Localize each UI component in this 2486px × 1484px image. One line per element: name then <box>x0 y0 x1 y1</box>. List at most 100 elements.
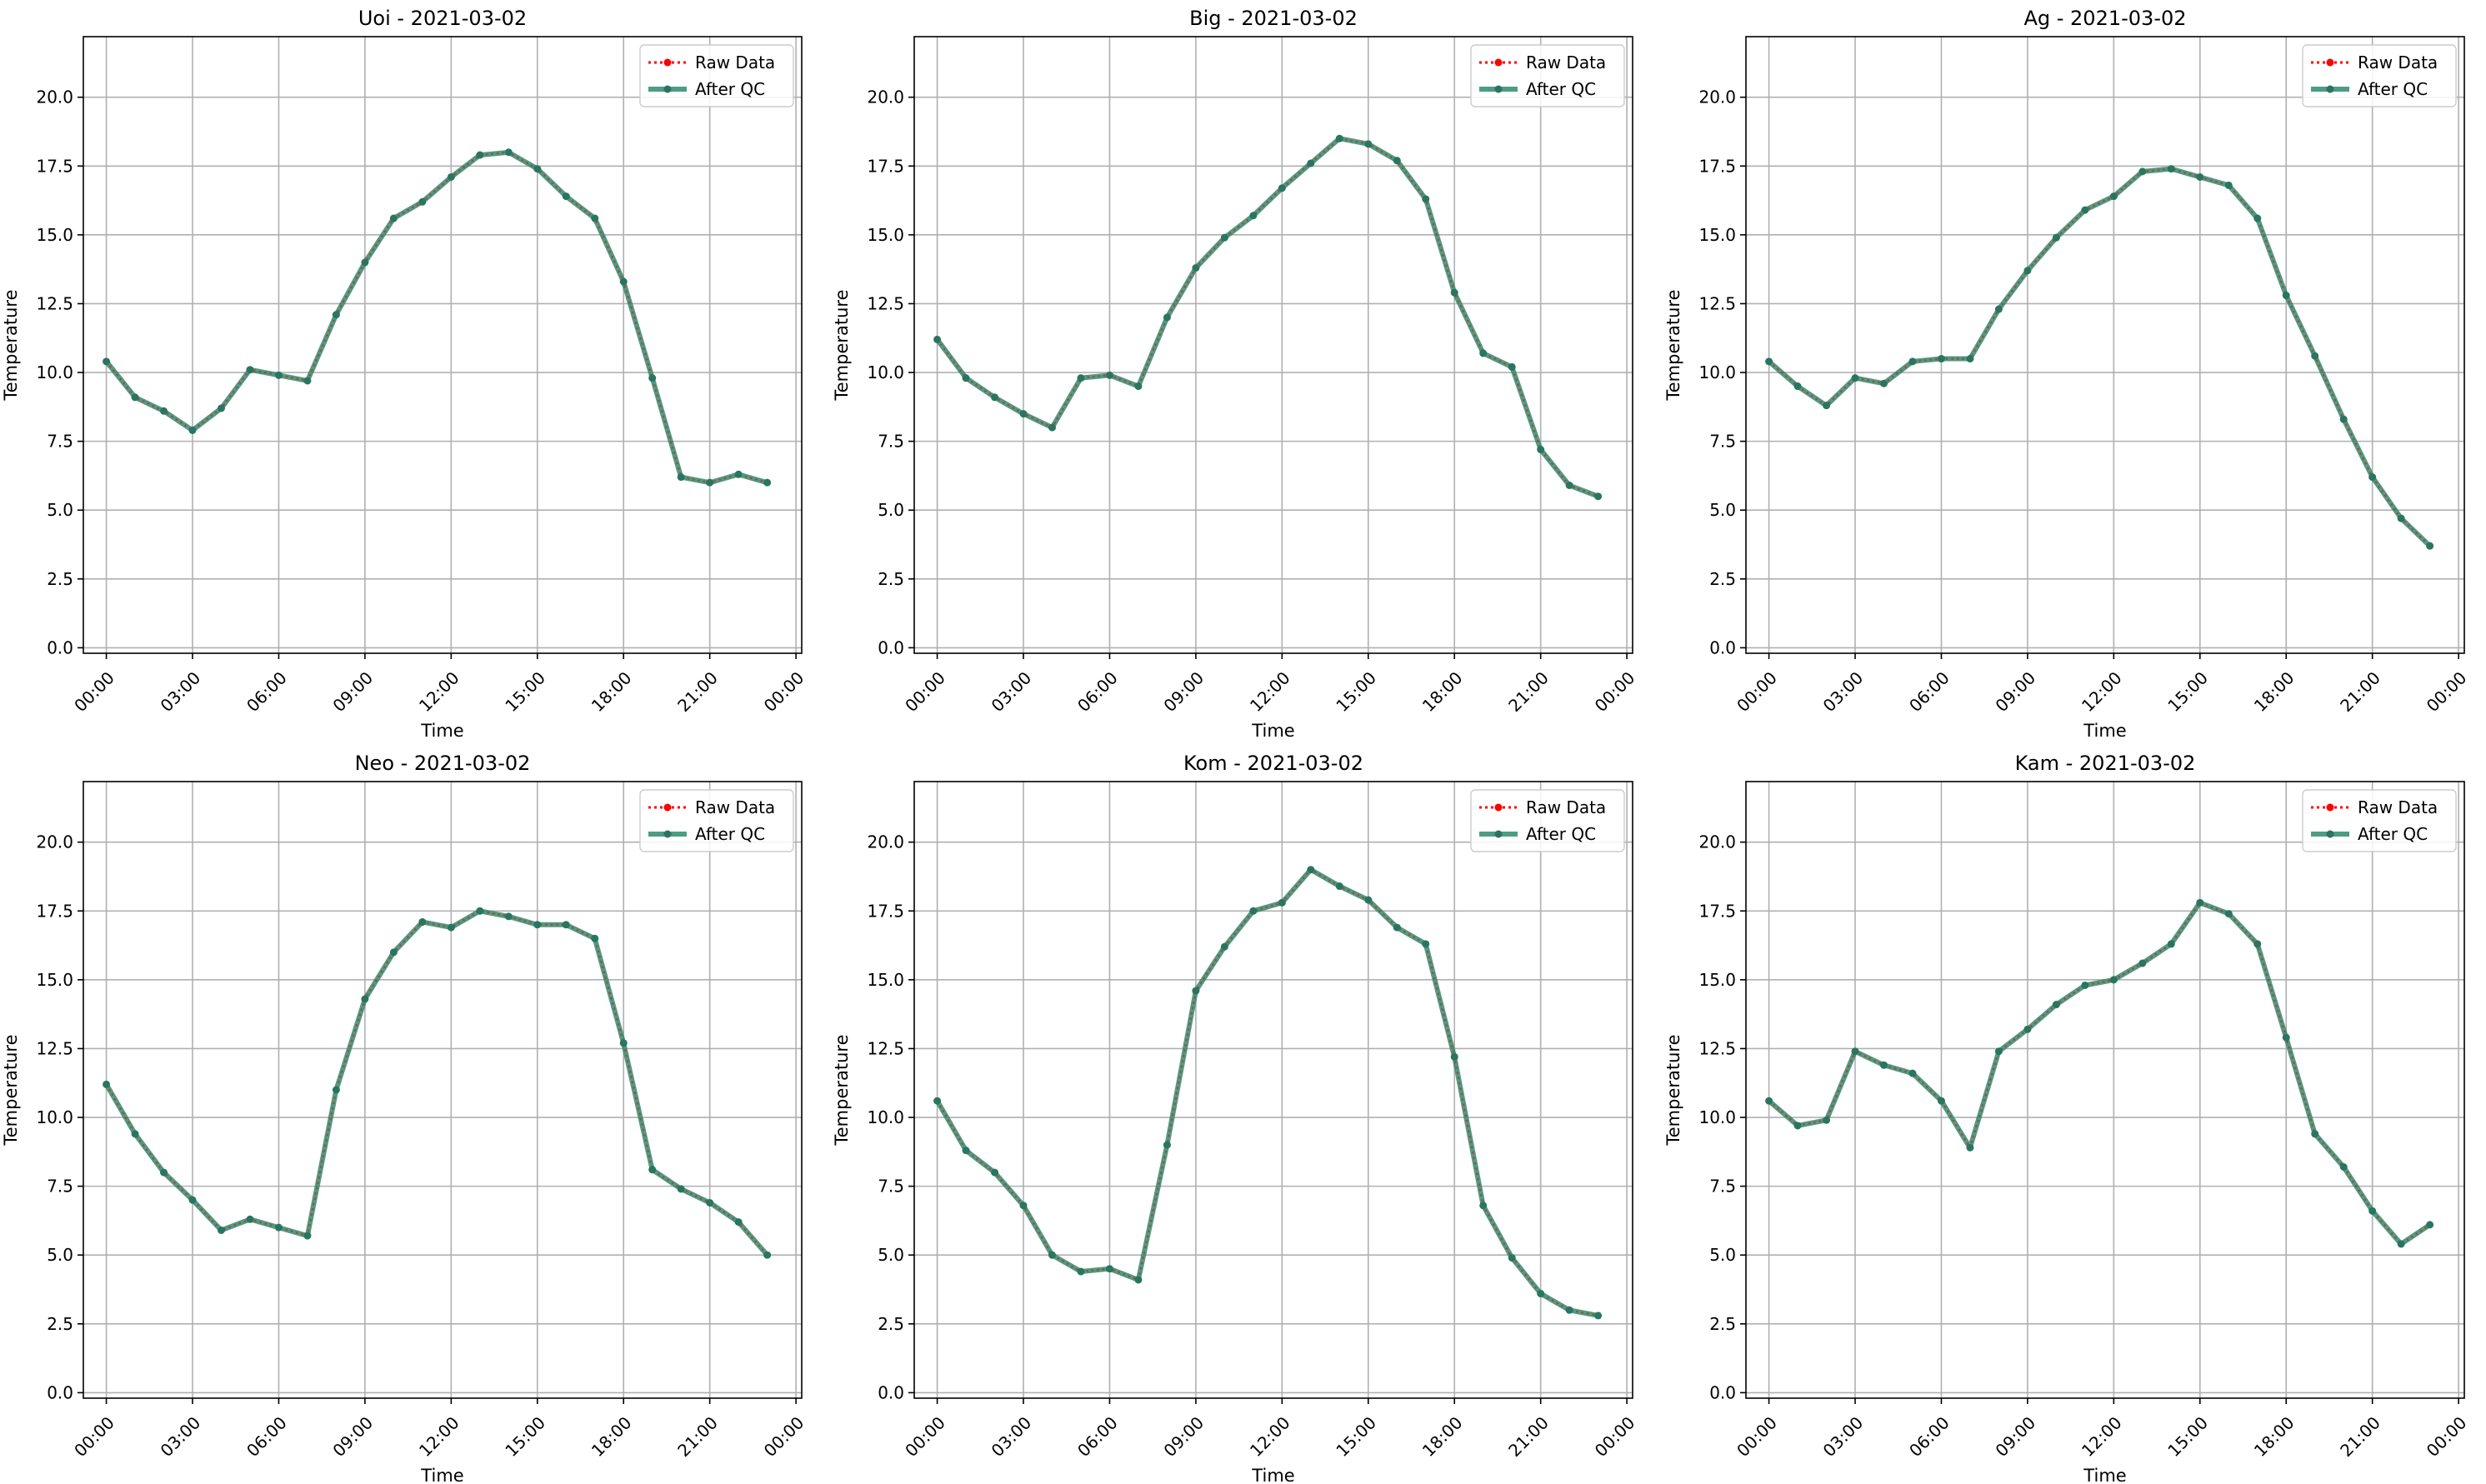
legend-qc-label: After QC <box>1526 79 1596 99</box>
data-point <box>1508 362 1516 371</box>
y-tick-label: 0.0 <box>878 1382 904 1402</box>
x-tick-label: 21:00 <box>2336 667 2384 716</box>
x-tick-label: 00:00 <box>70 1412 118 1461</box>
data-point <box>2138 959 2147 967</box>
data-point <box>1537 446 1545 454</box>
y-tick-label: 5.0 <box>1709 500 1736 520</box>
data-point <box>1278 898 1286 907</box>
data-point <box>2109 976 2118 984</box>
legend-raw-label: Raw Data <box>2358 797 2438 817</box>
legend-raw-marker <box>663 58 672 67</box>
data-point <box>1077 1267 1085 1276</box>
x-tick-label: 06:00 <box>1073 667 1122 716</box>
x-tick-label: 00:00 <box>901 667 949 716</box>
data-point <box>706 478 714 487</box>
y-tick-label: 12.5 <box>867 1038 904 1058</box>
x-tick-label: 15:00 <box>501 667 549 716</box>
data-point <box>504 912 513 921</box>
data-point <box>1908 357 1917 366</box>
data-point <box>188 1196 197 1204</box>
y-tick-label: 10.0 <box>1698 362 1736 382</box>
y-tick-label: 17.5 <box>867 156 904 176</box>
data-point <box>1450 288 1458 297</box>
data-point <box>991 1168 999 1177</box>
x-tick-label: 03:00 <box>1819 1412 1868 1461</box>
data-point <box>1793 382 1802 391</box>
chart-title: Kom - 2021-03-02 <box>1183 752 1363 775</box>
data-point <box>648 374 657 382</box>
x-axis-ticks: 00:00 03:00 06:00 09:00 12:00 15:00 18:00 21:00… <box>70 653 808 716</box>
data-point <box>677 1185 685 1193</box>
data-point <box>991 393 999 402</box>
x-tick-label: 18:00 <box>1418 667 1467 716</box>
y-tick-label: 20.0 <box>867 87 904 107</box>
data-point <box>1994 305 2003 313</box>
y-axis-label: Temperature <box>1663 289 1683 401</box>
subplot-5: 00:00 03:00 06:00 09:00 12:00 15:00 18:00 21:00… <box>832 752 1638 1484</box>
legend-raw-label: Raw Data <box>695 52 775 72</box>
data-point <box>1307 866 1315 874</box>
x-axis-label: Time <box>420 1466 463 1484</box>
legend-raw-label: Raw Data <box>1526 52 1606 72</box>
x-tick-label: 21:00 <box>1504 1412 1553 1461</box>
data-point <box>2167 940 2175 948</box>
y-tick-label: 17.5 <box>36 901 73 921</box>
data-point <box>246 1215 254 1223</box>
y-tick-label: 0.0 <box>878 637 904 657</box>
x-tick-label: 18:00 <box>2250 1412 2298 1461</box>
x-tick-label: 09:00 <box>1159 1412 1208 1461</box>
data-point <box>389 948 398 957</box>
legend: Raw Data After QC <box>2302 789 2457 852</box>
legend-raw-marker <box>1494 803 1503 812</box>
data-point <box>246 366 254 374</box>
chart-title: Uoi - 2021-03-02 <box>358 7 527 30</box>
y-tick-label: 17.5 <box>36 156 73 176</box>
data-point <box>1508 1254 1516 1262</box>
data-point <box>361 258 369 267</box>
data-point <box>533 921 542 929</box>
y-tick-label: 10.0 <box>867 362 904 382</box>
data-point <box>2282 292 2290 300</box>
data-point <box>933 335 942 343</box>
axes-frame <box>83 781 803 1399</box>
data-point <box>1422 195 1430 203</box>
data-point <box>1163 1141 1171 1149</box>
x-tick-label: 15:00 <box>2163 667 2212 716</box>
data-point <box>361 995 369 1003</box>
legend: Raw Data After QC <box>1470 44 1625 107</box>
x-tick-label: 12:00 <box>2078 1412 2126 1461</box>
legend-qc-label: After QC <box>1526 824 1596 844</box>
x-axis-ticks: 00:00 03:00 06:00 09:00 12:00 15:00 18:00 21:00… <box>1733 653 2470 716</box>
data-point <box>218 404 226 412</box>
data-point <box>2339 415 2348 423</box>
data-point <box>1994 1047 2003 1056</box>
legend-raw-marker <box>2326 58 2334 67</box>
data-point <box>619 1039 628 1047</box>
data-point <box>1565 1306 1573 1314</box>
data-point <box>1765 1097 1773 1105</box>
x-tick-label: 15:00 <box>1332 1412 1380 1461</box>
data-point <box>1908 1069 1917 1077</box>
y-tick-label: 20.0 <box>1698 87 1736 107</box>
data-point <box>1134 1276 1143 1284</box>
data-point <box>303 377 312 385</box>
y-tick-label: 15.0 <box>1698 225 1736 245</box>
legend: Raw Data After QC <box>2302 44 2457 107</box>
data-points <box>103 148 772 487</box>
y-tick-label: 7.5 <box>1709 432 1736 452</box>
y-tick-label: 10.0 <box>1698 1107 1736 1127</box>
x-tick-label: 18:00 <box>588 667 636 716</box>
data-point <box>1966 355 1974 363</box>
data-point <box>1192 264 1200 272</box>
data-point <box>2368 1207 2377 1215</box>
legend: Raw Data After QC <box>639 44 794 107</box>
x-tick-label: 12:00 <box>415 667 463 716</box>
data-point <box>1048 423 1057 432</box>
x-tick-label: 03:00 <box>1819 667 1868 716</box>
data-point <box>1364 896 1373 904</box>
data-point <box>1364 140 1373 148</box>
data-point <box>418 197 427 206</box>
x-tick-label: 00:00 <box>1733 1412 1781 1461</box>
data-point <box>1851 1047 1859 1056</box>
data-points <box>1765 898 2434 1248</box>
